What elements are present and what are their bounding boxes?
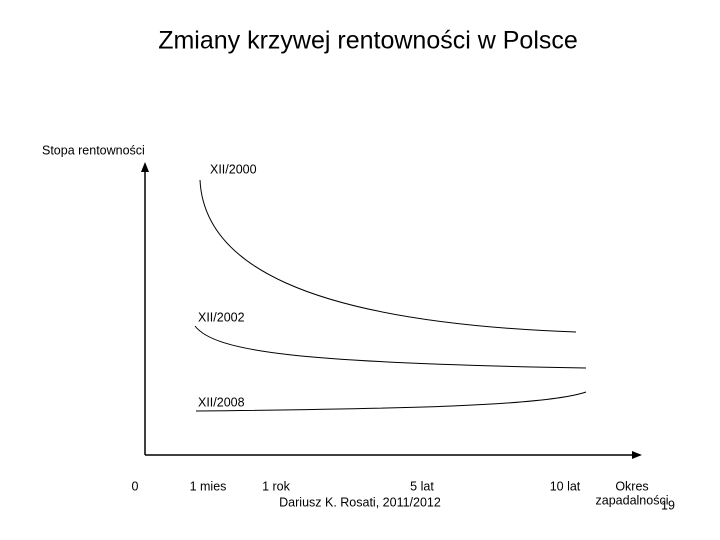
y-axis-arrow	[141, 162, 149, 172]
curve-label: XII/2002	[198, 310, 245, 324]
x-label: 1 rok	[262, 479, 291, 493]
curve	[194, 325, 587, 369]
curve-label: XII/2000	[210, 162, 257, 176]
x-axis-arrow	[632, 451, 642, 459]
x-label: 10 lat	[550, 479, 581, 493]
slide-title: Zmiany krzywej rentowności w Polsce	[158, 27, 578, 55]
footer: Dariusz K. Rosati, 2011/2012	[279, 495, 441, 509]
curve-label: XII/2008	[198, 395, 245, 409]
x-label: 1 mies	[190, 479, 227, 493]
curve	[195, 391, 587, 412]
x-axis-label: zapadalności	[596, 493, 669, 507]
x-axis-label: Okres	[615, 479, 648, 493]
y-axis-label: Stopa rentowności	[42, 143, 145, 157]
x-label: 0	[132, 479, 139, 493]
curve	[199, 179, 577, 333]
page-number: 19	[661, 498, 675, 512]
x-label: 5 lat	[410, 479, 434, 493]
